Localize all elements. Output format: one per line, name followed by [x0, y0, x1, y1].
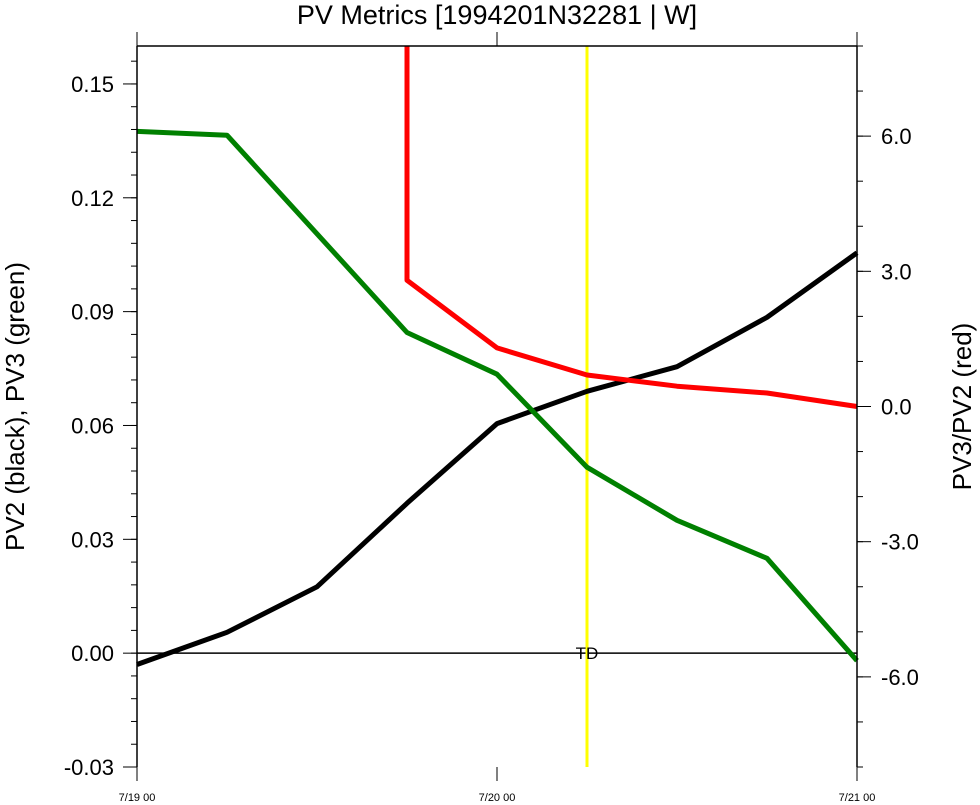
td-marker-label: TD	[576, 644, 599, 663]
y-right-tick-label: -6.0	[881, 665, 919, 690]
y-right-tick-label: -3.0	[881, 530, 919, 555]
y-left-tick-label: 0.12	[71, 186, 114, 211]
y-left-tick-label: 0.09	[71, 300, 114, 325]
y-axis-left-label: PV2 (black), PV3 (green)	[0, 262, 30, 551]
y-left-tick-label: 0.03	[71, 527, 114, 552]
pv-ratio-line	[404, 46, 858, 409]
x-tick-label: 7/21 00	[839, 792, 876, 804]
pv3-line	[136, 128, 859, 663]
y-right-tick-label: 0.0	[881, 395, 912, 420]
x-tick-label: 7/20 00	[479, 792, 516, 804]
x-tick-label: 7/19 00	[119, 792, 156, 804]
y-left-tick-label: 0.15	[71, 72, 114, 97]
chart-title: PV Metrics [1994201N32281 | W]	[297, 0, 697, 30]
y-left-tick-label: 0.06	[71, 413, 114, 438]
y-left-tick-label: -0.03	[64, 755, 114, 780]
y-right-tick-label: 3.0	[881, 259, 912, 284]
pv2-line	[136, 250, 859, 667]
y-axis-right-label: PV3/PV2 (red)	[947, 323, 977, 491]
y-right-tick-label: 6.0	[881, 124, 912, 149]
y-left-tick-label: 0.00	[71, 641, 114, 666]
